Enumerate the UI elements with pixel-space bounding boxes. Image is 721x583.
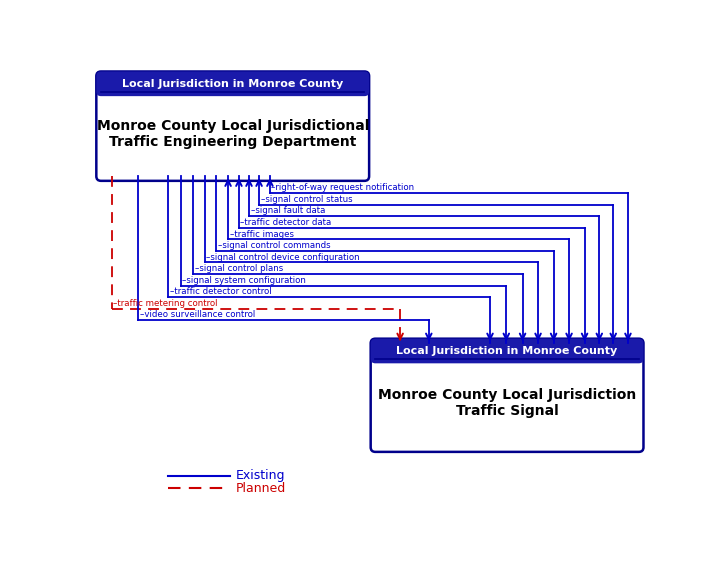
- FancyBboxPatch shape: [97, 72, 369, 96]
- Text: –signal control commands: –signal control commands: [218, 241, 331, 250]
- Text: Local Jurisdiction in Monroe County: Local Jurisdiction in Monroe County: [397, 346, 618, 356]
- Bar: [376, 351, 639, 359]
- FancyBboxPatch shape: [371, 339, 643, 363]
- Text: –traffic images: –traffic images: [229, 230, 293, 238]
- Text: Monroe County Local Jurisdiction
Traffic Signal: Monroe County Local Jurisdiction Traffic…: [378, 388, 636, 418]
- Text: –video surveillance control: –video surveillance control: [140, 310, 255, 319]
- Text: –traffic detector data: –traffic detector data: [241, 218, 332, 227]
- Text: –signal fault data: –signal fault data: [251, 206, 325, 216]
- Text: –signal control device configuration: –signal control device configuration: [206, 252, 360, 262]
- Text: –signal system configuration: –signal system configuration: [182, 276, 306, 285]
- Text: –signal control plans: –signal control plans: [195, 264, 283, 273]
- Text: Existing: Existing: [236, 469, 286, 482]
- FancyBboxPatch shape: [97, 72, 369, 181]
- Text: –right-of-way request notification: –right-of-way request notification: [272, 184, 415, 192]
- Text: Local Jurisdiction in Monroe County: Local Jurisdiction in Monroe County: [122, 79, 343, 89]
- Text: –signal control status: –signal control status: [260, 195, 353, 204]
- Text: –traffic detector control: –traffic detector control: [170, 287, 272, 296]
- Text: –traffic metering control: –traffic metering control: [113, 299, 218, 308]
- Bar: [101, 84, 365, 92]
- Text: Monroe County Local Jurisdictional
Traffic Engineering Department: Monroe County Local Jurisdictional Traff…: [97, 119, 369, 149]
- FancyBboxPatch shape: [371, 339, 643, 452]
- Text: Planned: Planned: [236, 482, 286, 494]
